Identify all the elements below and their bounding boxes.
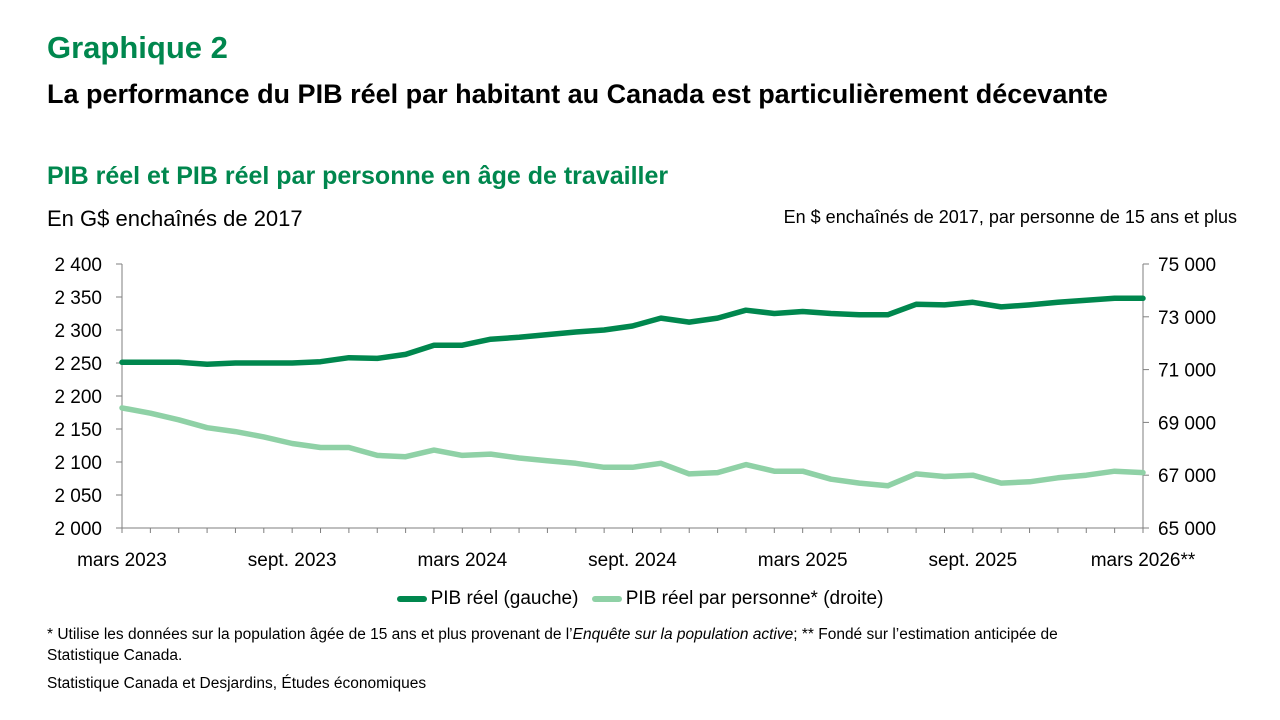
legend-swatch-pib-per-person [591, 596, 622, 602]
series-line-pib [119, 295, 1146, 368]
right-axis-tick-label: 65 000 [1158, 519, 1216, 540]
legend-item-pib: PIB réel (gauche) [396, 588, 579, 610]
footnote: * Utilise les données sur la population … [47, 624, 1097, 666]
chart-legend: PIB réel (gauche) PIB réel par personne*… [0, 586, 1280, 610]
right-axis-tick-label: 71 000 [1158, 361, 1216, 382]
x-axis-tick-label: sept. 2025 [928, 550, 1017, 571]
line-chart: 2 000 2 050 2 100 2 150 2 200 2 250 2 300 2 350… [54, 255, 1216, 571]
right-axis-tick-label: 75 000 [1158, 255, 1216, 276]
footnote-survey-name: Enquête sur la population active [572, 626, 794, 643]
x-axis-tick-label: sept. 2023 [248, 550, 337, 571]
left-axis-tick-label: 2 300 [54, 321, 102, 342]
left-axis-tick-label: 2 200 [54, 387, 102, 408]
left-axis-tick-label: 2 150 [54, 420, 102, 441]
x-axis-tick-label: mars 2023 [77, 550, 167, 571]
legend-item-pib-per-person: PIB réel par personne* (droite) [591, 588, 884, 610]
legend-label-pib: PIB réel (gauche) [430, 588, 579, 609]
left-axis-tick-label: 2 250 [54, 354, 102, 375]
chart-heading: La performance du PIB réel par habitant … [47, 79, 1108, 109]
chart-subheading: PIB réel et PIB réel par personne en âge… [47, 162, 669, 190]
left-axis-tick-label: 2 350 [54, 288, 102, 309]
right-axis-tick-label: 73 000 [1158, 308, 1216, 329]
left-axis-tick-label: 2 050 [54, 486, 102, 507]
chart-label: Graphique 2 [47, 30, 228, 65]
footnote-text-2: ; ** Fondé sur l’estimation anticipée de… [47, 626, 1058, 664]
right-axis-unit: En $ enchaînés de 2017, par personne de … [783, 207, 1237, 227]
left-axis-unit: En G$ enchaînés de 2017 [47, 206, 303, 231]
x-axis-tick-label: sept. 2024 [588, 550, 677, 571]
legend-swatch-pib [396, 596, 427, 602]
legend-label-pib-per-person: PIB réel par personne* (droite) [625, 588, 884, 609]
footnote-text-1: * Utilise les données sur la population … [47, 626, 573, 643]
x-axis-tick-label: mars 2025 [758, 550, 848, 571]
left-axis-tick-label: 2 000 [54, 519, 102, 540]
series-line-pib-per-person [119, 405, 1146, 489]
x-axis-tick-label: mars 2026** [1091, 550, 1196, 571]
right-axis-tick-label: 69 000 [1158, 413, 1216, 434]
right-axis-tick-label: 67 000 [1158, 466, 1216, 487]
source-note: Statistique Canada et Desjardins, Études… [47, 675, 427, 692]
x-axis-tick-label: mars 2024 [417, 550, 507, 571]
left-axis-tick-label: 2 100 [54, 453, 102, 474]
left-axis-tick-label: 2 400 [54, 255, 102, 276]
